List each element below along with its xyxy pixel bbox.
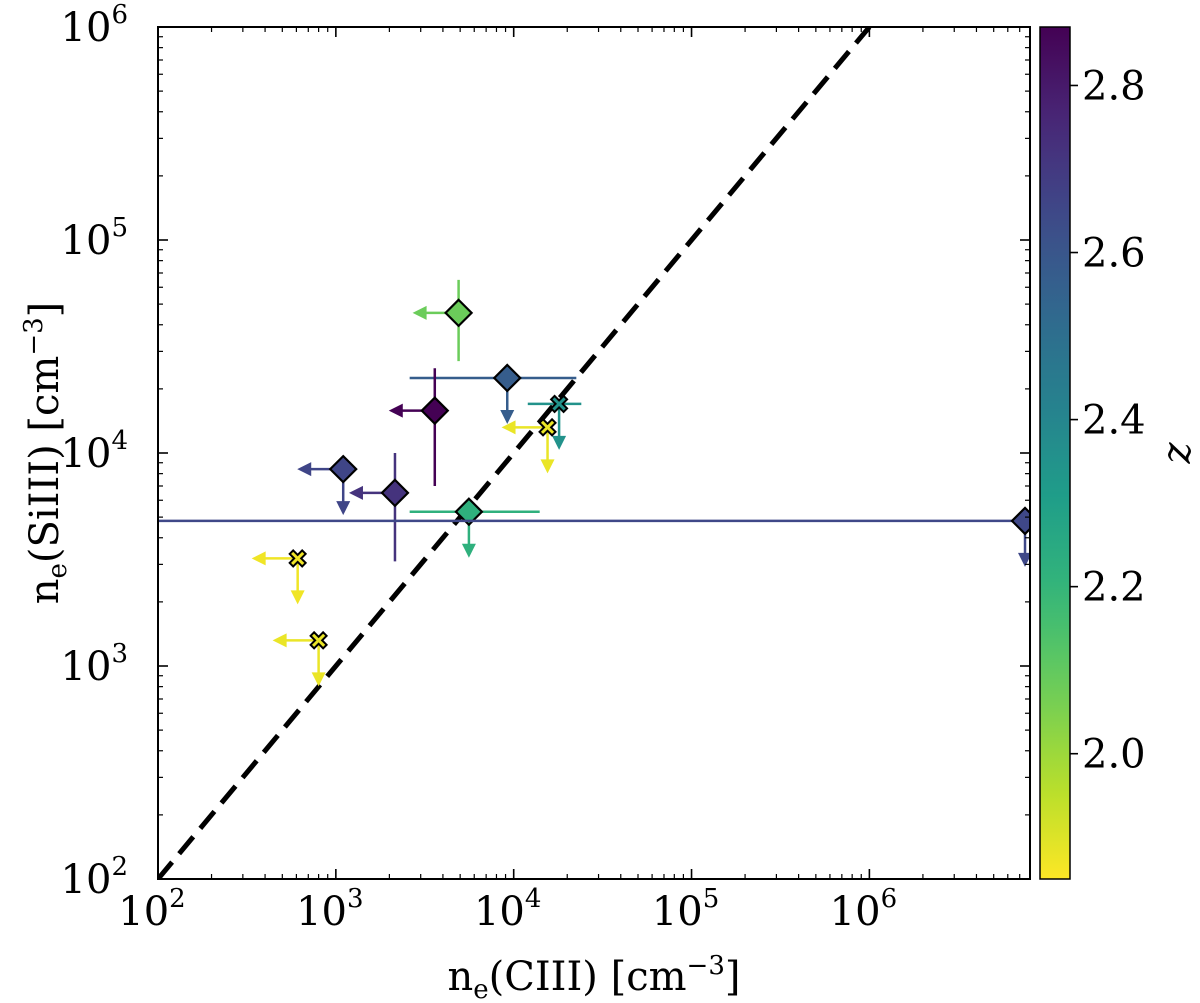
colorbar-tick-label: 2.8 bbox=[1082, 63, 1146, 109]
y-tick-label: 103 bbox=[61, 639, 128, 690]
data-point bbox=[348, 453, 410, 562]
reference-line-layer bbox=[158, 27, 872, 879]
data-point bbox=[412, 279, 474, 362]
x-upper-limit-arrowhead bbox=[388, 403, 403, 418]
diamond-marker bbox=[1010, 506, 1030, 536]
colorbar-tick-label: 2.4 bbox=[1082, 398, 1146, 444]
x-upper-limit-arrowhead bbox=[501, 420, 516, 435]
colorbar bbox=[1039, 26, 1071, 880]
one-to-one-line bbox=[158, 27, 872, 879]
x-upper-limit-arrowhead bbox=[272, 633, 287, 648]
x-upper-limit-arrowhead bbox=[297, 462, 312, 477]
data-points-layer bbox=[158, 279, 1030, 687]
x-marker bbox=[309, 630, 329, 650]
x-tick-label: 103 bbox=[296, 884, 363, 935]
y-tick-label: 104 bbox=[61, 426, 128, 477]
y-upper-limit-arrowhead bbox=[461, 543, 476, 558]
y-tick-label: 102 bbox=[61, 852, 128, 903]
data-point bbox=[272, 630, 329, 687]
data-point bbox=[158, 506, 1030, 567]
x-upper-limit-arrowhead bbox=[348, 485, 363, 500]
y-axis-label: ne(SiIII) [cm−3] bbox=[19, 302, 73, 605]
x-tick-label: 102 bbox=[118, 884, 185, 935]
y-tick-label: 106 bbox=[61, 0, 128, 51]
colorbar-ticks: 2.0 2.2 2.4 2.6 2.8 bbox=[1070, 63, 1146, 778]
colorbar-label: z bbox=[1154, 442, 1200, 465]
x-axis-label: ne(CIII) [cm−3] bbox=[448, 951, 741, 1003]
x-upper-limit-arrowhead bbox=[251, 551, 266, 566]
data-point bbox=[251, 548, 308, 605]
data-point bbox=[501, 417, 557, 474]
x-tick-label: 106 bbox=[830, 884, 897, 935]
colorbar-tick-label: 2.0 bbox=[1082, 732, 1146, 778]
y-upper-limit-arrowhead bbox=[500, 409, 515, 424]
y-tick-label: 105 bbox=[61, 213, 128, 264]
y-upper-limit-arrowhead bbox=[1018, 552, 1030, 567]
y-upper-limit-arrowhead bbox=[540, 459, 555, 474]
data-point bbox=[409, 363, 577, 424]
diamond-marker bbox=[380, 478, 410, 508]
y-upper-limit-arrowhead bbox=[336, 501, 351, 516]
x-marker bbox=[288, 548, 308, 568]
data-point bbox=[527, 394, 582, 450]
data-point bbox=[297, 454, 358, 516]
colorbar-tick-label: 2.2 bbox=[1082, 565, 1146, 611]
diamond-marker bbox=[420, 396, 450, 426]
data-point bbox=[388, 368, 450, 486]
x-tick-label: 104 bbox=[474, 884, 541, 935]
colorbar-tick-label: 2.6 bbox=[1082, 231, 1146, 277]
y-upper-limit-arrowhead bbox=[290, 590, 305, 605]
diamond-marker bbox=[328, 454, 358, 484]
x-marker bbox=[549, 394, 569, 414]
x-tick-label: 105 bbox=[652, 884, 719, 935]
diamond-marker bbox=[444, 298, 474, 328]
y-upper-limit-arrowhead bbox=[552, 435, 567, 450]
diamond-marker bbox=[454, 497, 484, 527]
data-point bbox=[409, 497, 540, 558]
diamond-marker bbox=[492, 363, 522, 393]
x-upper-limit-arrowhead bbox=[412, 305, 427, 320]
y-upper-limit-arrowhead bbox=[311, 672, 326, 687]
axis-ticks-layer: 102 103 104 105 106 102 103 104 105 106 bbox=[61, 0, 1031, 935]
x-marker bbox=[538, 417, 557, 437]
